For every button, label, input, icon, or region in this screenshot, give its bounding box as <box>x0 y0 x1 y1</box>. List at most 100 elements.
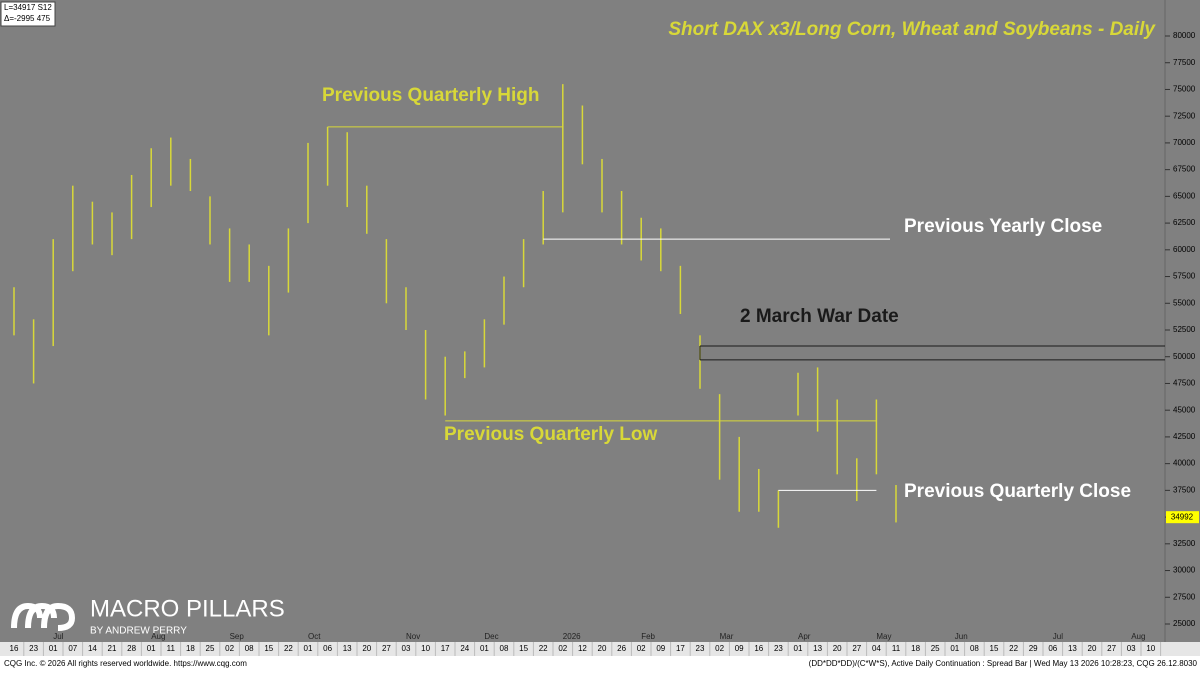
x-tick-label: 02 <box>637 644 646 653</box>
month-label: Mar <box>720 632 734 641</box>
info-line: Δ=-2995 475 <box>4 14 51 23</box>
x-tick-label: 08 <box>245 644 254 653</box>
y-tick-label: 75000 <box>1173 85 1196 94</box>
month-label: Aug <box>151 632 165 641</box>
x-tick-label: 24 <box>460 644 469 653</box>
x-tick-label: 20 <box>833 644 842 653</box>
x-tick-label: 07 <box>68 644 77 653</box>
y-tick-label: 67500 <box>1173 165 1196 174</box>
info-line: L=34917 S12 <box>4 3 52 12</box>
y-tick-label: 72500 <box>1173 111 1196 120</box>
info-box <box>0 1 56 27</box>
x-tick-label: 15 <box>264 644 273 653</box>
x-tick-label: 14 <box>88 644 97 653</box>
x-tick-label: 08 <box>500 644 509 653</box>
month-label: Oct <box>308 632 321 641</box>
x-tick-label: 21 <box>108 644 117 653</box>
annotation-label: Previous Quarterly Close <box>904 481 1131 502</box>
x-tick-label: 11 <box>167 644 176 653</box>
y-tick-label: 42500 <box>1173 432 1196 441</box>
x-tick-label: 11 <box>892 644 901 653</box>
y-tick-label: 77500 <box>1173 58 1196 67</box>
logo: MACRO PILLARS BY ANDREW PERRY <box>11 595 285 637</box>
y-tick-label: 50000 <box>1173 352 1196 361</box>
x-tick-label: 01 <box>147 644 156 653</box>
annotation-label: Previous Quarterly High <box>322 85 540 106</box>
y-tick-label: 45000 <box>1173 405 1196 414</box>
x-tick-label: 01 <box>304 644 313 653</box>
x-tick-label: 12 <box>578 644 587 653</box>
x-tick-label: 10 <box>421 644 430 653</box>
month-label: Nov <box>406 632 420 641</box>
x-tick-label: 17 <box>441 644 450 653</box>
x-tick-label: 09 <box>656 644 665 653</box>
month-label: Feb <box>641 632 655 641</box>
x-axis-strip <box>0 642 1200 656</box>
x-tick-label: 09 <box>735 644 744 653</box>
logo-byline: BY ANDREW PERRY <box>90 626 187 637</box>
month-label: Jun <box>955 632 968 641</box>
y-tick-label: 30000 <box>1173 566 1196 575</box>
logo-mark <box>11 602 76 631</box>
y-tick-label: 47500 <box>1173 379 1196 388</box>
x-tick-label: 28 <box>127 644 136 653</box>
y-tick-label: 27500 <box>1173 592 1196 601</box>
annotation-label: 2 March War Date <box>740 306 899 327</box>
x-tick-label: 23 <box>696 644 705 653</box>
y-tick-label: 57500 <box>1173 272 1196 281</box>
x-tick-label: 20 <box>362 644 371 653</box>
annotation-label: Previous Yearly Close <box>904 216 1102 237</box>
y-tick-label: 62500 <box>1173 218 1196 227</box>
x-tick-label: 03 <box>402 644 411 653</box>
y-tick-label: 55000 <box>1173 298 1196 307</box>
month-label: Sep <box>230 632 245 641</box>
x-tick-label: 22 <box>1009 644 1018 653</box>
month-label: Jul <box>1053 632 1063 641</box>
y-tick-label: 52500 <box>1173 325 1196 334</box>
x-tick-label: 25 <box>206 644 215 653</box>
x-tick-label: 02 <box>558 644 567 653</box>
x-tick-label: 27 <box>382 644 391 653</box>
last-value-label: 34992 <box>1171 512 1194 521</box>
x-tick-label: 29 <box>1029 644 1038 653</box>
x-tick-label: 15 <box>519 644 528 653</box>
y-tick-label: 37500 <box>1173 485 1196 494</box>
chart-title: Short DAX x3/Long Corn, Wheat and Soybea… <box>668 19 1156 40</box>
x-tick-label: 15 <box>990 644 999 653</box>
y-tick-label: 25000 <box>1173 619 1196 628</box>
x-tick-label: 13 <box>1068 644 1077 653</box>
x-tick-label: 22 <box>539 644 548 653</box>
x-tick-label: 06 <box>323 644 332 653</box>
x-tick-label: 13 <box>813 644 822 653</box>
y-tick-label: 40000 <box>1173 459 1196 468</box>
month-label: Dec <box>484 632 498 641</box>
y-tick-label: 60000 <box>1173 245 1196 254</box>
x-tick-label: 08 <box>970 644 979 653</box>
x-tick-label: 10 <box>1146 644 1155 653</box>
month-label: Aug <box>1131 632 1145 641</box>
y-tick-label: 32500 <box>1173 539 1196 548</box>
logo-name: MACRO PILLARS <box>90 595 285 622</box>
x-tick-label: 23 <box>29 644 38 653</box>
x-tick-label: 01 <box>480 644 489 653</box>
x-tick-label: 03 <box>1127 644 1136 653</box>
annotation-label: Previous Quarterly Low <box>444 424 658 445</box>
month-label: 2026 <box>563 632 581 641</box>
last-value-box <box>1166 511 1199 524</box>
x-tick-label: 23 <box>774 644 783 653</box>
x-tick-label: 20 <box>598 644 607 653</box>
x-tick-label: 27 <box>1107 644 1116 653</box>
y-tick-label: 65000 <box>1173 191 1196 200</box>
x-tick-label: 26 <box>617 644 626 653</box>
x-tick-label: 16 <box>10 644 19 653</box>
x-tick-label: 20 <box>1088 644 1097 653</box>
x-tick-label: 01 <box>49 644 58 653</box>
x-tick-label: 02 <box>715 644 724 653</box>
x-tick-label: 18 <box>186 644 195 653</box>
x-tick-label: 25 <box>931 644 940 653</box>
footer-right: (DD*DD*DD)/(C*W*S), Active Daily Continu… <box>809 659 1198 668</box>
x-tick-label: 16 <box>754 644 763 653</box>
plot-background <box>0 0 1200 642</box>
